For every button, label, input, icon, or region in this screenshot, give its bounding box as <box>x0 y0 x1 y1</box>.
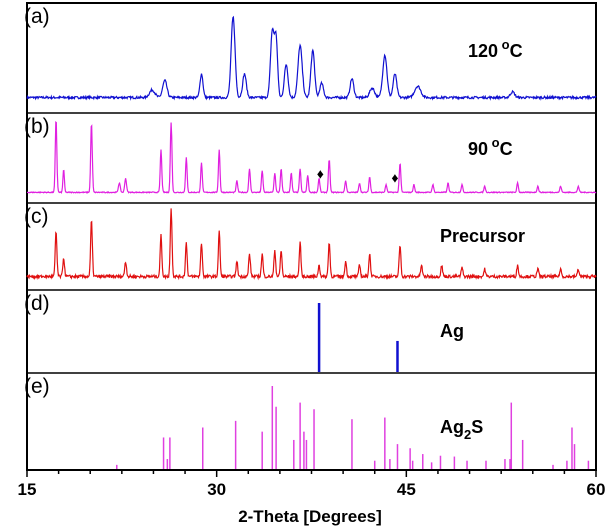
panel-letter-e: (e) <box>24 375 50 398</box>
x-tick-label-45: 45 <box>397 480 416 499</box>
pattern-line-c <box>26 208 597 281</box>
sample-label-a: 120 oC <box>468 37 523 61</box>
diamond-marker-2: ♦ <box>391 169 398 185</box>
sample-label-c: Precursor <box>440 226 525 246</box>
sample-label-b: 90 oC <box>468 135 513 159</box>
x-tick-label-30: 30 <box>207 480 226 499</box>
pattern-line-b <box>27 120 597 194</box>
x-axis-title: 2-Theta [Degrees] <box>238 507 382 526</box>
sample-label-d: Ag <box>440 321 464 341</box>
chart-label-layer: (a) 120 oC (b) 90 oC (c) Precursor (d) Ag (e) Ag2… <box>24 5 525 442</box>
sample-label-e: Ag2S <box>440 417 483 442</box>
chart-data-layer: ♦ ♦ <box>26 15 597 469</box>
x-axis: 2-Theta [Degrees] 15 30 45 60 <box>18 470 606 526</box>
diamond-marker-1: ♦ <box>317 166 324 182</box>
panel-letter-d: (d) <box>24 292 50 315</box>
panel-letter-b: (b) <box>24 115 50 138</box>
pattern-line-a <box>26 15 597 101</box>
x-tick-label-15: 15 <box>18 480 37 499</box>
x-tick-label-60: 60 <box>587 480 606 499</box>
panel-letter-a: (a) <box>24 5 50 28</box>
panel-letter-c: (c) <box>24 205 49 228</box>
